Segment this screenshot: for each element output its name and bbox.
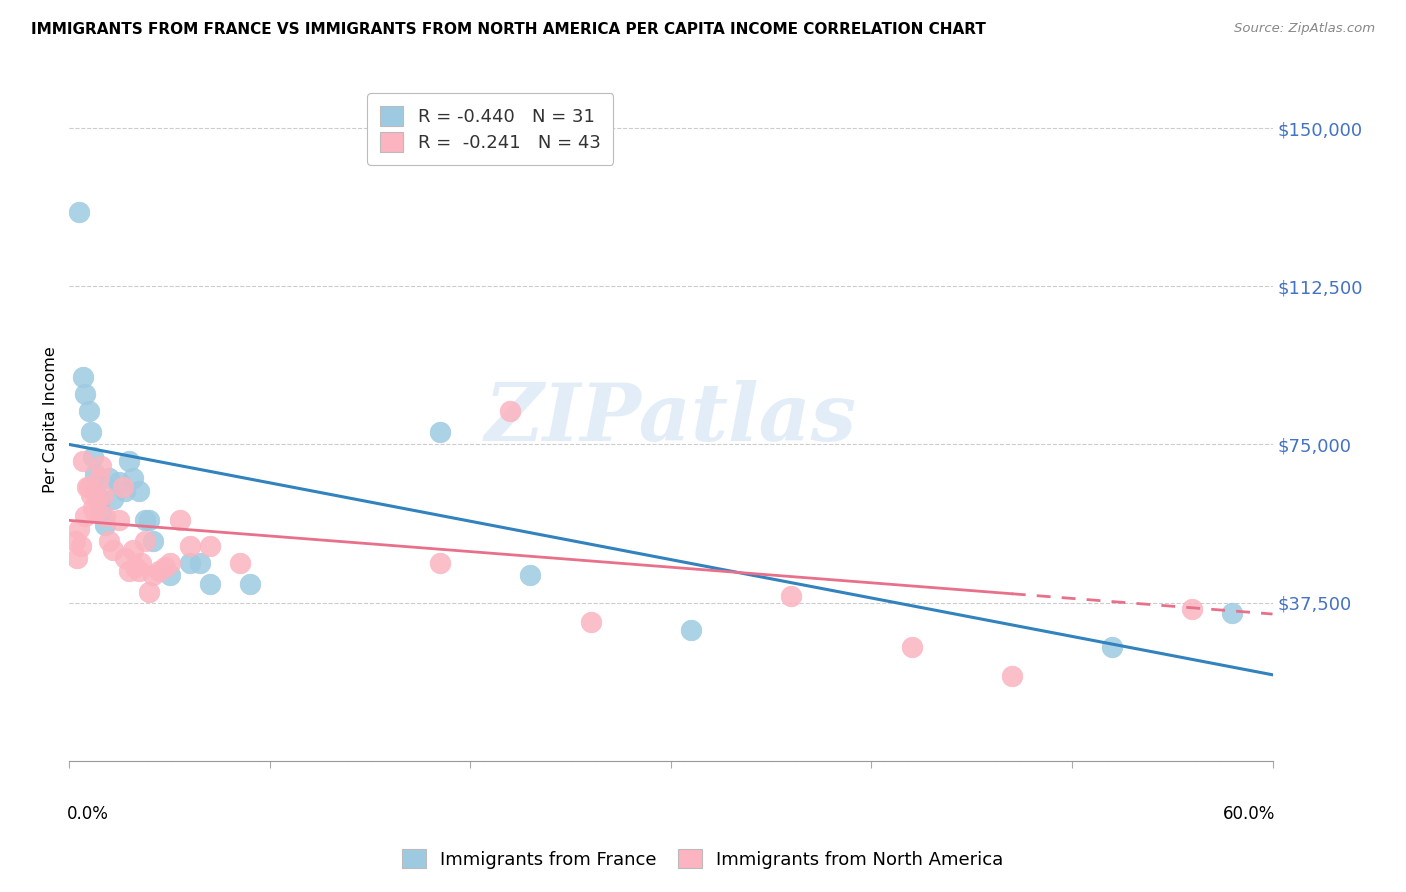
Point xyxy=(429,425,451,439)
Point xyxy=(103,492,125,507)
Point xyxy=(1181,602,1204,616)
Legend: Immigrants from France, Immigrants from North America: Immigrants from France, Immigrants from … xyxy=(395,841,1011,876)
Point xyxy=(142,568,165,582)
Point xyxy=(98,534,121,549)
Text: 0.0%: 0.0% xyxy=(67,805,108,823)
Point xyxy=(98,471,121,485)
Text: ZIPatlas: ZIPatlas xyxy=(485,380,856,458)
Point xyxy=(65,534,87,549)
Point xyxy=(148,564,170,578)
Point xyxy=(80,488,103,502)
Text: 60.0%: 60.0% xyxy=(1223,805,1275,823)
Point xyxy=(159,556,181,570)
Point xyxy=(90,505,112,519)
Point xyxy=(66,551,89,566)
Point xyxy=(1001,669,1024,683)
Point xyxy=(122,542,145,557)
Point xyxy=(519,568,541,582)
Point xyxy=(76,480,98,494)
Point xyxy=(239,576,262,591)
Point xyxy=(108,513,131,527)
Point xyxy=(122,471,145,485)
Point xyxy=(169,513,191,527)
Point xyxy=(72,454,94,468)
Point xyxy=(118,564,141,578)
Point xyxy=(70,539,93,553)
Point xyxy=(67,522,90,536)
Point xyxy=(579,615,602,629)
Point xyxy=(72,370,94,384)
Point xyxy=(75,509,97,524)
Point xyxy=(103,542,125,557)
Point xyxy=(79,480,101,494)
Point xyxy=(67,205,90,219)
Point xyxy=(80,425,103,439)
Point xyxy=(142,534,165,549)
Y-axis label: Per Capita Income: Per Capita Income xyxy=(44,346,58,492)
Point xyxy=(82,450,104,464)
Point xyxy=(112,480,135,494)
Text: Source: ZipAtlas.com: Source: ZipAtlas.com xyxy=(1234,22,1375,36)
Point xyxy=(118,454,141,468)
Point xyxy=(89,471,111,485)
Point xyxy=(82,500,104,515)
Point xyxy=(84,483,107,498)
Point xyxy=(131,556,153,570)
Point xyxy=(134,513,156,527)
Point xyxy=(179,539,201,553)
Point xyxy=(114,551,136,566)
Point xyxy=(679,623,702,637)
Point xyxy=(124,559,146,574)
Point xyxy=(79,403,101,417)
Point xyxy=(91,488,114,502)
Point xyxy=(138,585,160,599)
Legend: R = -0.440   N = 31, R =  -0.241   N = 43: R = -0.440 N = 31, R = -0.241 N = 43 xyxy=(367,94,613,165)
Point xyxy=(900,640,922,654)
Point xyxy=(228,556,250,570)
Point xyxy=(84,505,107,519)
Point xyxy=(780,590,803,604)
Point xyxy=(108,475,131,490)
Point xyxy=(128,483,150,498)
Point xyxy=(84,467,107,481)
Point xyxy=(128,564,150,578)
Point xyxy=(114,483,136,498)
Point xyxy=(198,576,221,591)
Point xyxy=(198,539,221,553)
Point xyxy=(75,387,97,401)
Point xyxy=(94,517,117,532)
Point xyxy=(155,559,177,574)
Point xyxy=(90,458,112,473)
Point xyxy=(86,492,108,507)
Point xyxy=(159,568,181,582)
Point xyxy=(89,492,111,507)
Text: IMMIGRANTS FROM FRANCE VS IMMIGRANTS FROM NORTH AMERICA PER CAPITA INCOME CORREL: IMMIGRANTS FROM FRANCE VS IMMIGRANTS FRO… xyxy=(31,22,986,37)
Point xyxy=(499,403,522,417)
Point xyxy=(188,556,211,570)
Point xyxy=(134,534,156,549)
Point xyxy=(1101,640,1123,654)
Point xyxy=(138,513,160,527)
Point xyxy=(429,556,451,570)
Point xyxy=(179,556,201,570)
Point xyxy=(1222,606,1244,620)
Point xyxy=(94,509,117,524)
